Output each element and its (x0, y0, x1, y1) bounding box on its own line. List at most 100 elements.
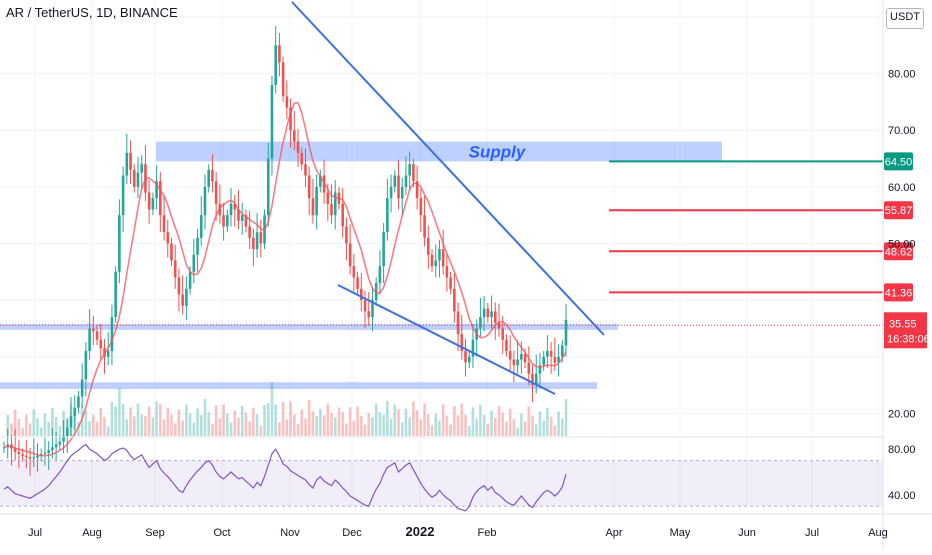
candle-body (546, 351, 549, 357)
price-levels: 64.50 55.87 48.62 41.36 35.55 16:38:06 (0, 152, 930, 349)
volume-bar (538, 411, 542, 436)
volume-bar (177, 409, 181, 436)
volume-bar (505, 421, 508, 436)
volume-bar (527, 406, 531, 436)
volume-bar (192, 422, 196, 436)
time-tick-label: Aug (82, 527, 102, 539)
time-tick-label: Jul (28, 527, 42, 539)
candle-body (255, 232, 259, 250)
candles (2, 26, 568, 476)
candle-body (523, 353, 527, 363)
candle-body (378, 266, 382, 284)
candle-body (553, 356, 557, 363)
candle-body (456, 311, 460, 335)
price-level-tag (884, 283, 913, 302)
candle-body (237, 209, 240, 221)
volume-bar (21, 428, 24, 436)
candle-body (505, 339, 508, 352)
candle-body (445, 266, 449, 278)
candle-body (490, 311, 493, 318)
volume-bar (285, 419, 289, 436)
volume-bar (211, 423, 214, 436)
candle-body (177, 277, 181, 295)
time-tick-label: Feb (478, 527, 497, 539)
volume-bar (121, 403, 125, 436)
volume-bar (348, 407, 352, 436)
candle-body (564, 319, 568, 346)
volume-bar (456, 415, 460, 436)
last-price-tag (884, 312, 927, 349)
volume-bar (263, 405, 266, 436)
candle-body (188, 271, 192, 289)
candle-body (527, 362, 531, 374)
candle-body (36, 455, 39, 458)
volume-bar (445, 415, 449, 436)
candle-body (300, 152, 304, 165)
candle-body (326, 192, 330, 204)
volume-bar (322, 415, 326, 436)
volume-bar (564, 399, 568, 436)
currency-unit-button[interactable]: USDT (886, 8, 924, 29)
volume-bar (512, 418, 516, 436)
price-level-label: 41.36 (885, 287, 913, 299)
time-tick-label: Aug (868, 527, 888, 539)
volume-bar (371, 417, 374, 436)
volume-bar (471, 407, 475, 436)
candle-body (274, 45, 277, 85)
volume-bar (214, 405, 218, 436)
candle-body (244, 215, 248, 227)
volume-bar (475, 418, 478, 436)
candle-body (508, 351, 512, 360)
volume-bar (486, 423, 490, 436)
candle-body (434, 260, 438, 267)
candle-body (557, 356, 560, 363)
candle-body (118, 215, 121, 272)
price-tick-label: 20.00 (888, 408, 916, 420)
price-level-tag (884, 201, 913, 220)
candle-body (129, 152, 132, 170)
candle-body (166, 232, 170, 244)
candle-body (173, 260, 177, 278)
volume-bar (467, 425, 471, 436)
volume-bar (453, 406, 456, 436)
candle-body (240, 215, 244, 221)
candle-body (170, 243, 173, 261)
candle-body (423, 215, 426, 238)
volume-bar (330, 412, 333, 436)
volume-bar (356, 406, 359, 436)
candle-body (404, 175, 408, 187)
candle-body (367, 311, 371, 318)
candle-body (449, 277, 452, 289)
candle-body (493, 311, 497, 323)
volume-bar (155, 401, 158, 436)
time-tick-label: Oct (213, 527, 230, 539)
volume-bar (546, 407, 549, 436)
candle-body (121, 175, 125, 216)
volume-bar (304, 418, 307, 436)
volume-bar (523, 421, 527, 436)
candle-body (151, 198, 155, 210)
volume-bar (482, 414, 486, 436)
candle-body (2, 447, 6, 449)
candle-body (99, 339, 103, 349)
candle-body (281, 62, 285, 97)
candle-body (330, 203, 333, 216)
volume-bar (415, 410, 419, 436)
candle-body (311, 198, 315, 216)
volume-bar (114, 406, 117, 436)
candle-body (17, 451, 21, 455)
volume-bar (434, 413, 438, 436)
candle-body (382, 232, 385, 267)
volume-bar (229, 422, 233, 436)
time-tick-label: Dec (342, 527, 362, 539)
volume-bar (240, 405, 244, 436)
candle-body (397, 175, 400, 199)
candle-body (199, 215, 203, 238)
candle-body (549, 351, 553, 357)
volume-bar (393, 404, 397, 436)
volume-bar (10, 423, 13, 436)
ma-line (3, 101, 567, 457)
zone-1 (0, 323, 618, 330)
